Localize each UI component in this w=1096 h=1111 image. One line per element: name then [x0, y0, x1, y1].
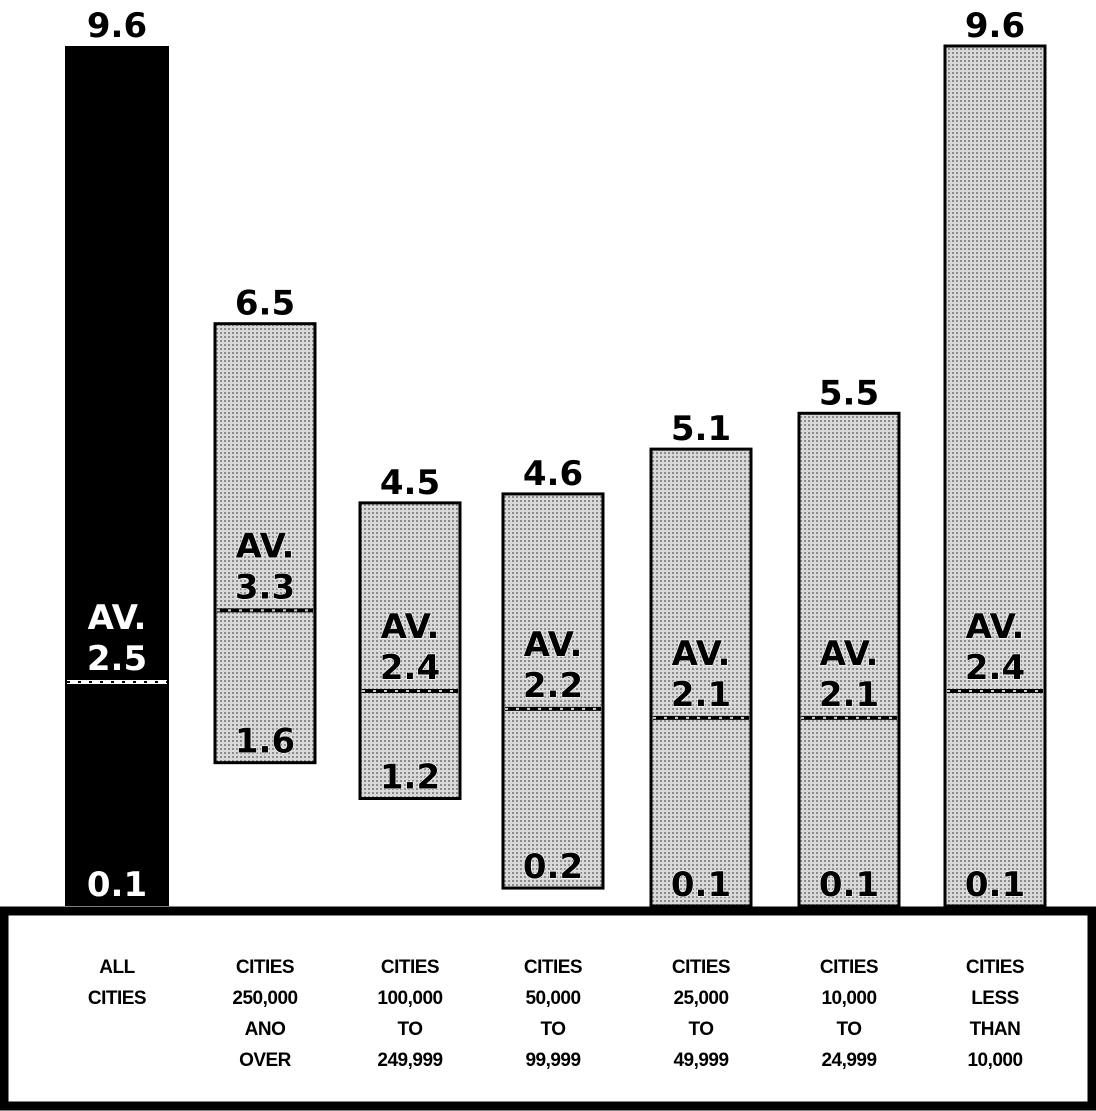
category-label-3-line-1: CITIES	[381, 957, 439, 978]
bar-7: 9.6 AV.2.4 0.1	[943, 6, 1047, 908]
bar-3-range-rect	[358, 501, 462, 800]
bar-3: 4.5 AV.2.4 1.2	[358, 463, 462, 800]
category-label-7: CITIES LESS THAN 10,000	[966, 957, 1025, 1071]
bars-layer: 9.6AV.2.50.16.5AV.3.31.64.5AV.2.41.24.6A…	[65, 6, 1047, 908]
category-label-4-line-3: TO	[540, 1019, 565, 1040]
category-label-5-line-2: 25,000	[673, 988, 728, 1009]
bar-4: 4.6 AV.2.2 0.2	[501, 454, 605, 890]
bar-7-range-rect	[943, 44, 1047, 908]
bar-5-max-label: 5.1	[671, 409, 731, 449]
category-label-4: CITIES 50,000 TO 99,999	[524, 957, 583, 1071]
bar-7-max-label: 9.6	[965, 6, 1025, 46]
category-label-3-line-4: 249,999	[377, 1050, 442, 1071]
bar-7-avg-label: 2.4	[965, 648, 1025, 688]
category-label-2-line-1: CITIES	[236, 957, 294, 978]
category-label-5: CITIES 25,000 TO 49,999	[672, 957, 731, 1071]
category-label-1-line-2: CITIES	[88, 988, 146, 1009]
category-label-4-line-4: 99,999	[525, 1050, 580, 1071]
category-label-5-line-3: TO	[688, 1019, 713, 1040]
bar-4-av-label: AV.	[524, 625, 583, 665]
bar-7-min-label: 0.1	[965, 865, 1025, 905]
bar-2-avg-label: 3.3	[235, 567, 295, 607]
bar-3-max-label: 4.5	[380, 463, 440, 503]
category-label-3: CITIES 100,000 TO 249,999	[377, 957, 443, 1071]
category-label-6-line-3: TO	[836, 1019, 861, 1040]
bar-3-avg-label: 2.4	[380, 648, 440, 688]
category-label-1: ALL CITIES	[88, 957, 147, 1009]
category-label-2: CITIES 250,000 ANO OVER	[232, 957, 298, 1071]
bar-5-min-label: 0.1	[671, 865, 731, 905]
bar-6: 5.5 AV.2.1 0.1	[797, 373, 901, 908]
bar-2-av-label: AV.	[236, 526, 295, 566]
bar-1-av-label: AV.	[88, 598, 147, 638]
category-label-7-line-4: 10,000	[967, 1050, 1022, 1071]
category-label-5-line-1: CITIES	[672, 957, 730, 978]
bar-1-avg-label: 2.5	[87, 639, 147, 679]
bar-2-min-label: 1.6	[235, 722, 295, 762]
bar-6-av-label: AV.	[820, 634, 879, 674]
category-label-2-line-2: 250,000	[232, 988, 297, 1009]
category-labels-layer: ALL CITIES CITIES 250,000 ANO OVER CITIES 100,0…	[88, 957, 1025, 1071]
category-label-2-line-3: ANO	[245, 1019, 286, 1040]
category-label-2-line-4: OVER	[239, 1050, 292, 1071]
category-label-6-line-2: 10,000	[821, 988, 876, 1009]
bar-1-min-label: 0.1	[87, 865, 147, 905]
bar-5-range-rect	[649, 447, 753, 908]
bar-6-avg-label: 2.1	[819, 675, 879, 715]
category-label-7-line-1: CITIES	[966, 957, 1024, 978]
category-label-6-line-1: CITIES	[820, 957, 878, 978]
bar-6-max-label: 5.5	[819, 373, 879, 413]
category-label-3-line-2: 100,000	[377, 988, 442, 1009]
bar-4-range-rect	[501, 492, 605, 890]
bar-5: 5.1 AV.2.1 0.1	[649, 409, 753, 908]
bar-5-av-label: AV.	[672, 634, 731, 674]
bar-4-max-label: 4.6	[523, 454, 583, 494]
category-label-5-line-4: 49,999	[673, 1050, 728, 1071]
category-label-1-line-1: ALL	[99, 957, 135, 978]
category-label-4-line-2: 50,000	[525, 988, 580, 1009]
category-label-3-line-3: TO	[397, 1019, 422, 1040]
bar-1: 9.6 AV.2.5 0.1	[65, 6, 169, 906]
bar-2: 6.5 AV.3.3 1.6	[213, 284, 317, 765]
category-label-6-line-4: 24,999	[821, 1050, 876, 1071]
bar-4-avg-label: 2.2	[523, 666, 583, 706]
bar-4-min-label: 0.2	[523, 847, 583, 887]
bar-1-range-rect	[65, 46, 169, 906]
bar-7-av-label: AV.	[966, 607, 1025, 647]
bar-2-range-rect	[213, 322, 317, 765]
bar-3-av-label: AV.	[381, 607, 440, 647]
bar-6-range-rect	[797, 411, 901, 908]
bar-5-avg-label: 2.1	[671, 675, 731, 715]
bar-2-max-label: 6.5	[235, 284, 295, 324]
category-label-4-line-1: CITIES	[524, 957, 582, 978]
category-label-6: CITIES 10,000 TO 24,999	[820, 957, 879, 1071]
bar-3-min-label: 1.2	[380, 758, 440, 798]
category-label-7-line-3: THAN	[970, 1019, 1021, 1040]
category-label-7-line-2: LESS	[971, 988, 1019, 1009]
bar-1-max-label: 9.6	[87, 6, 147, 46]
category-label-box	[0, 906, 1096, 1111]
bar-6-min-label: 0.1	[819, 865, 879, 905]
